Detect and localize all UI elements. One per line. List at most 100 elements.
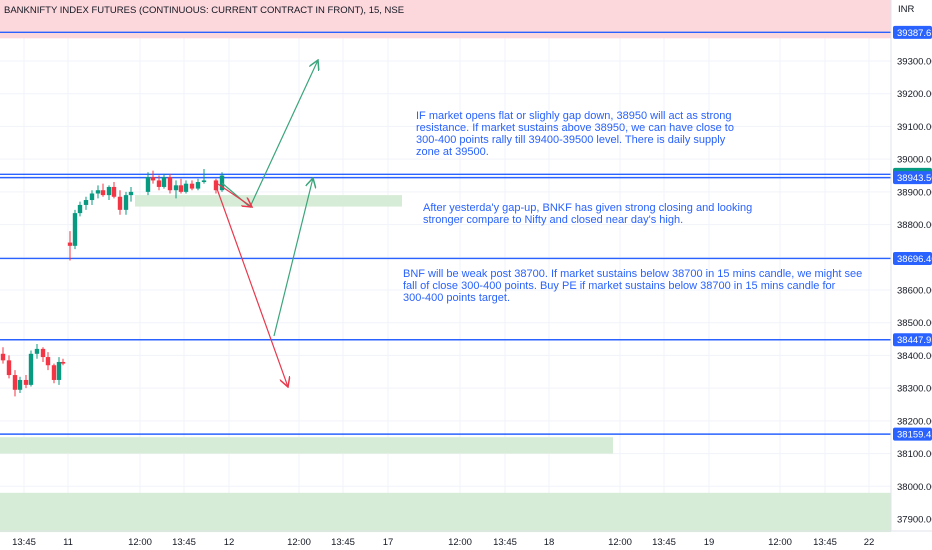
candle-body [100, 190, 106, 196]
candle-body [77, 204, 83, 214]
candles-layer [0, 168, 225, 397]
annotation-line: 300-400 points target. [403, 292, 510, 304]
price-tag-label: 38447.95 [897, 335, 932, 346]
candle-body [173, 185, 179, 191]
price-tags-layer: 39387.6538953.5038943.5038696.4038447.95… [893, 25, 932, 441]
x-tick-label: 13:45 [331, 537, 355, 548]
currency-label: INR [898, 4, 915, 15]
candle-body [0, 353, 6, 361]
candle-body [106, 186, 112, 196]
x-tick-label: 12:00 [448, 537, 472, 548]
candle-body [161, 177, 167, 187]
candle-body [12, 375, 18, 390]
annotation-line: After yesterda'y gap-up, BNKF has given … [423, 202, 752, 214]
y-tick-label: 38000.00 [897, 482, 932, 493]
x-tick-label: 12:00 [128, 537, 152, 548]
candle-body [167, 177, 173, 191]
time-axis[interactable]: 13:45 11 12:00 13:45 12 12:00 13:45 17 12:00 13:4… [12, 537, 874, 548]
x-tick-label: 12 [224, 537, 235, 548]
annotation-line: 300-400 points rally till 39400-39500 le… [416, 134, 726, 146]
chart-title: BANKNIFTY INDEX FUTURES (CONTINUOUS: CUR… [4, 5, 404, 16]
x-tick-label: 13:45 [493, 537, 517, 548]
y-tick-label: 37900.00 [897, 515, 932, 526]
candle-body [6, 360, 12, 376]
candle-body [17, 379, 23, 390]
annotation-line: BNF will be weak post 38700. If market s… [403, 268, 862, 280]
arrow-up-breakout [221, 60, 318, 208]
x-tick-label: 12:00 [287, 537, 311, 548]
candle-body [34, 348, 40, 354]
candle-body [95, 190, 101, 194]
candle-body [83, 200, 89, 205]
x-tick-label: 13:45 [652, 537, 676, 548]
candle-body [219, 175, 225, 191]
price-axis[interactable]: 39300.00 39200.00 39100.00 39000.00 38900.00… [897, 57, 932, 526]
candle-body [145, 177, 151, 192]
price-tag-label: 38159.45 [897, 430, 932, 441]
y-tick-label: 39300.00 [897, 57, 932, 68]
candle-body [189, 183, 195, 189]
arrows-layer [215, 60, 318, 387]
y-tick-label: 38300.00 [897, 384, 932, 395]
annotation-line: IF market opens flat or slighly gap down… [416, 110, 732, 122]
price-tag [893, 333, 932, 347]
candle-body [67, 242, 73, 246]
candle-body [128, 191, 134, 196]
x-tick-label: 12:00 [608, 537, 632, 548]
demand-zone-middle [0, 437, 613, 454]
demand-zone-lower [0, 492, 891, 533]
x-tick-label: 19 [704, 537, 715, 548]
candle-body [213, 180, 219, 191]
price-tag [893, 427, 932, 441]
x-tick-label: 18 [544, 537, 555, 548]
candle-body [60, 361, 66, 364]
price-levels-layer [0, 31, 891, 435]
annotation-line: stronger compare to Nifty and closed nea… [423, 214, 683, 226]
candle-body [45, 357, 51, 366]
candle-body [150, 177, 156, 181]
annotation-line: zone at 39500. [416, 146, 489, 158]
candle-body [117, 196, 123, 210]
candle-body [183, 183, 189, 192]
candle-body [89, 193, 95, 201]
x-tick-label: 13:45 [12, 537, 36, 548]
price-tag [893, 251, 932, 265]
candle-body [195, 182, 201, 189]
y-tick-label: 38400.00 [897, 351, 932, 362]
x-tick-label: 11 [63, 537, 73, 548]
y-tick-label: 38500.00 [897, 318, 932, 329]
candle-body [178, 185, 184, 192]
price-tag-label: 38696.40 [897, 254, 932, 265]
y-tick-label: 39000.00 [897, 155, 932, 166]
y-tick-label: 39200.00 [897, 89, 932, 100]
candle-body [40, 348, 46, 358]
x-tick-label: 13:45 [813, 537, 837, 548]
y-tick-label: 39100.00 [897, 122, 932, 133]
price-tag [893, 171, 932, 185]
annotation-line: fall of close 300-400 points. Buy PE if … [403, 280, 836, 292]
candle-body [28, 353, 34, 385]
x-tick-label: 17 [383, 537, 394, 548]
annotation-line: resistance. If market sustains above 389… [416, 122, 734, 134]
x-tick-label: 22 [864, 537, 875, 548]
arrow-down-breakdown [215, 185, 288, 387]
candle-body [23, 379, 29, 385]
candle-body [72, 213, 78, 246]
annotations-layer: IF market opens flat or slighly gap down… [403, 110, 862, 304]
candle-body [201, 180, 207, 183]
x-tick-label: 12:00 [768, 537, 792, 548]
y-tick-label: 38900.00 [897, 187, 932, 198]
arrow-up-recovery [273, 178, 313, 337]
y-tick-label: 38600.00 [897, 286, 932, 297]
candle-body [56, 361, 62, 380]
price-tag [893, 25, 932, 39]
candle-body [51, 365, 57, 380]
price-tag-label: 38943.50 [897, 173, 932, 184]
x-tick-label: 13:45 [172, 537, 196, 548]
demand-zone-upper [135, 195, 402, 207]
candle-body [123, 195, 129, 210]
y-tick-label: 38200.00 [897, 416, 932, 427]
zones-layer [0, 0, 891, 533]
y-tick-label: 38800.00 [897, 220, 932, 231]
